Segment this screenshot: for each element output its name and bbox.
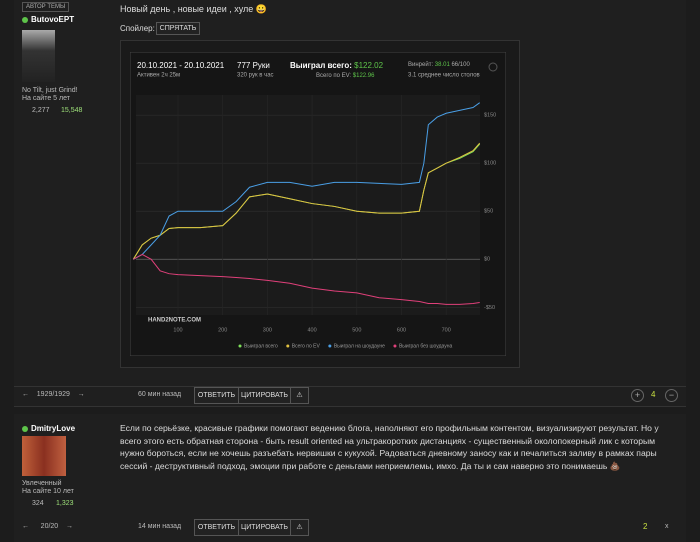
hands-per-hour: 320 рук в час [237,73,274,79]
legend-label: Выиграл без шоудауна [399,343,453,349]
post-text: Новый день , новые идеи , хуле 😀 [120,4,268,14]
post-footer-1 [14,386,686,406]
user-tenure: На сайте 10 лет [22,488,74,495]
x-tick-label: 700 [442,327,451,333]
post-count: 324 [32,500,44,507]
downvote[interactable]: − [665,389,678,402]
post-2 [14,414,686,542]
user-status: No Tilt, just Grind! [22,87,78,94]
spoiler-button[interactable]: СПРЯТАТЬ [156,22,200,35]
legend-label: Всего по EV [292,343,321,349]
y-tick-label: $100 [484,161,496,167]
y-tick-label: -$50 [484,305,495,311]
y-tick-label: $150 [484,113,496,119]
user-tenure: На сайте 5 лет [22,95,70,102]
legend-swatch [328,344,332,348]
winrate-value: 38.01 [435,62,451,68]
y-tick-label: $0 [484,257,490,263]
watermark: HAND2NOTE.COM [148,318,201,324]
won-label: Выиграл всего: $122.02 [290,61,384,70]
legend-swatch [286,344,290,348]
hands: 777 Руки [237,61,270,70]
winrate-label: Винрейт: [408,61,433,68]
avatar[interactable] [22,436,66,476]
user-status: Увлеченный [22,480,62,487]
author-badge: АВТОР ТЕМЫ [22,2,70,12]
report-button[interactable]: ⚠ [290,387,309,404]
legend-label: Выиграл всего [244,343,278,349]
chart: 20.10.2021 - 20.10.2021 Активен 2ч 25м 7… [130,52,506,356]
winrate-rest: 66/100 [451,62,470,68]
series-line [132,142,481,260]
pager-text: 1929/1929 [36,391,70,398]
active-time: Активен 2ч 25м [137,73,180,79]
x-tick-label: 100 [173,327,182,333]
author-name[interactable]: ButovoEPT [31,15,75,24]
x-tick-label: 600 [397,327,406,333]
post-text: Если по серьёзке, красивые графики помог… [120,423,659,471]
series-line [133,253,480,305]
x-tick-label: 400 [308,327,317,333]
legend-swatch [393,344,397,348]
x-tick-label: 500 [352,327,361,333]
upvote[interactable]: + [631,389,644,402]
time: 60 мин назад [138,391,182,398]
quote-button[interactable]: ЦИТИРОВАТЬ [238,387,291,404]
avatar[interactable] [22,30,55,82]
online-dot [22,17,28,23]
close[interactable]: x [665,523,669,530]
series-line [133,102,481,260]
reply-button[interactable]: ОТВЕТИТЬ [194,519,239,536]
plot-area [136,95,480,315]
ev-label: Всего по EV: $122.96 [316,73,375,79]
tables: 3.1 среднее число столов [408,73,480,79]
x-tick-label: 300 [263,327,272,333]
ev-label-text: Всего по EV: [316,73,351,79]
y-tick-label: $50 [484,209,493,215]
report-button[interactable]: ⚠ [290,519,309,536]
reply-button[interactable]: ОТВЕТИТЬ [194,387,239,404]
spoiler-label: Спойлер: [120,24,155,33]
rating: 15,548 [61,107,83,114]
won-value: $122.02 [354,61,383,70]
winrate: Винрейт: 38.01 66/100 [408,61,470,68]
pager[interactable]: ← 20/20 → [22,523,73,530]
post-count: 2,277 [32,107,50,114]
pager-text: 20/20 [40,523,59,530]
pager[interactable]: ← 1929/1929 → [22,391,85,398]
rating: 1,323 [56,500,74,507]
author-name[interactable]: DmitryLove [31,424,76,433]
legend-label: Выиграл на шоудауне [334,343,385,349]
votes: 2 [643,522,648,531]
online-dot [22,426,28,432]
legend-swatch [238,344,242,348]
x-tick-label: 200 [218,327,227,333]
settings-icon[interactable] [488,62,498,72]
date-range: 20.10.2021 - 20.10.2021 [137,61,225,70]
time: 14 мин назад [138,523,182,530]
quote-button[interactable]: ЦИТИРОВАТЬ [238,519,291,536]
votes: 4 [651,390,656,399]
won-label-text: Выиграл всего: [290,61,352,70]
ev-value: $122.96 [353,73,375,79]
